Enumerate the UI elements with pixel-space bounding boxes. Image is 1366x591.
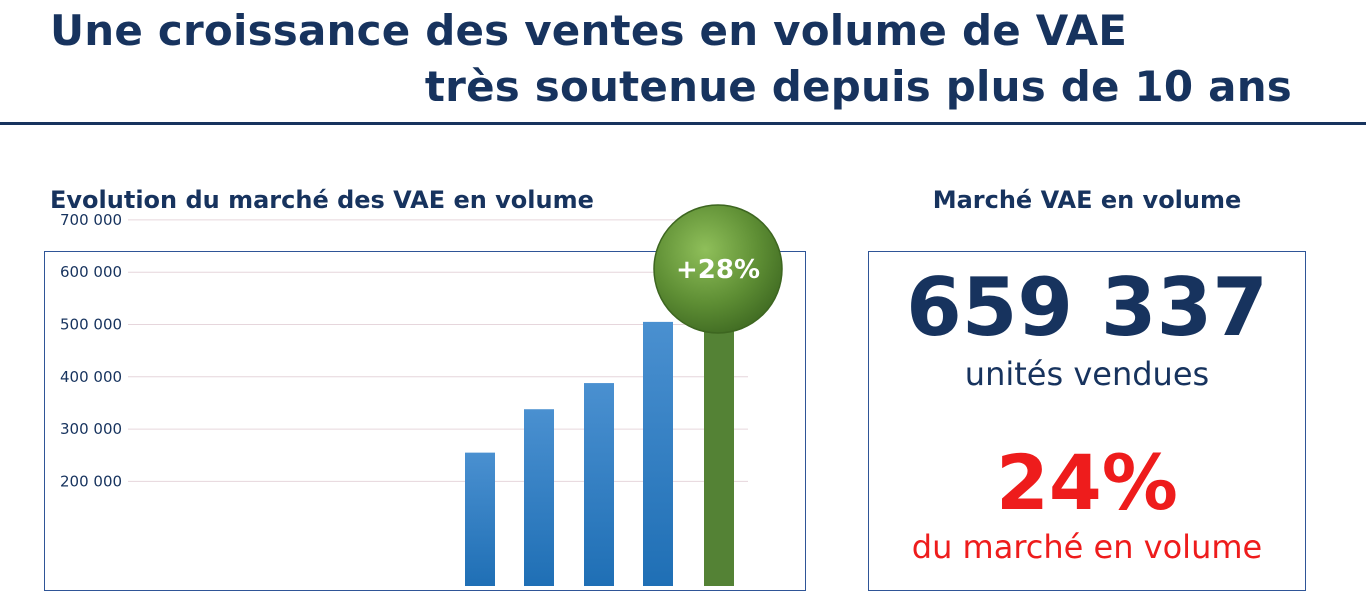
page-title-line-1: Une croissance des ventes en volume de V… — [50, 6, 1128, 55]
y-tick-label: 200 000 — [60, 472, 122, 490]
y-tick-label: 700 000 — [60, 211, 122, 229]
growth-badge-label: +28% — [676, 255, 760, 285]
bar — [584, 383, 614, 586]
chart-heading: Evolution du marché des VAE en volume — [50, 186, 594, 214]
growth-badge — [653, 204, 783, 334]
units-sold-label: unités vendues — [964, 355, 1210, 393]
bar — [643, 321, 673, 586]
y-tick-label: 500 000 — [60, 316, 122, 334]
market-share-value: 24% — [996, 438, 1178, 527]
units-sold-value: 659 337 — [906, 261, 1268, 354]
title-divider — [0, 122, 1366, 125]
page-title-line-2: très soutenue depuis plus de 10 ans — [424, 62, 1292, 111]
kpi-heading: Marché VAE en volume — [932, 186, 1242, 214]
y-tick-label: 400 000 — [60, 368, 122, 386]
market-share-label: du marché en volume — [911, 528, 1263, 566]
bar — [524, 409, 554, 586]
y-tick-label: 300 000 — [60, 420, 122, 438]
y-tick-label: 600 000 — [60, 263, 122, 281]
kpi-panel: 659 337 unités vendues 24% du marché en … — [868, 251, 1306, 591]
bar — [465, 452, 495, 586]
